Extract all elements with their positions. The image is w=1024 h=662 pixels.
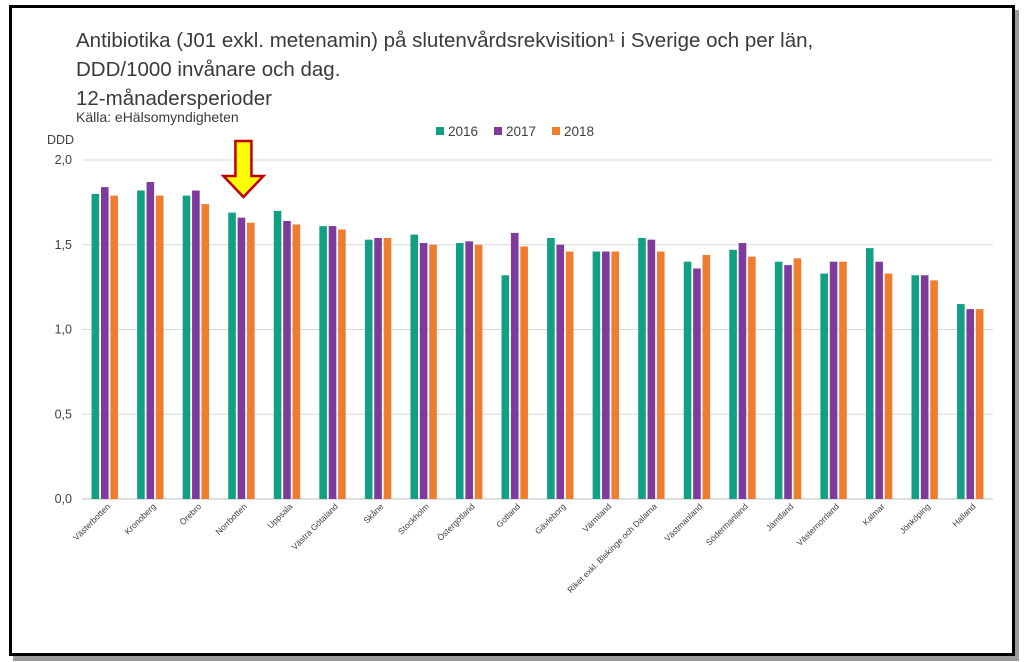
bar-2018 — [656, 251, 665, 499]
bar-2017 — [510, 232, 519, 499]
x-tick-label: Värmland — [580, 501, 613, 534]
legend-label: 2016 — [448, 124, 478, 139]
bar-2018 — [702, 254, 711, 499]
bar-2018 — [975, 309, 984, 499]
bar-2016 — [638, 237, 646, 499]
bar-2017 — [920, 275, 929, 499]
bar-2016 — [364, 239, 373, 500]
bar-2016 — [319, 226, 327, 500]
bar-2017 — [100, 187, 109, 499]
legend-label: 2017 — [506, 124, 536, 139]
x-tick-label: Norrbotten — [213, 501, 249, 537]
bar-2016 — [501, 275, 510, 499]
bar-2018 — [110, 195, 118, 499]
down-arrow-icon — [220, 139, 267, 199]
source-note: Källa: eHälsomyndigheten — [76, 109, 239, 125]
bar-2017 — [602, 251, 610, 499]
bar-2016 — [683, 261, 692, 499]
bar-2017 — [237, 217, 246, 499]
bar-2016 — [774, 261, 783, 499]
bar-2018 — [520, 246, 528, 499]
bar-2017 — [784, 265, 792, 499]
bar-2016 — [729, 249, 737, 499]
bar-2017 — [192, 190, 200, 499]
bar-2016 — [455, 243, 464, 499]
x-tick-label: Kalmar — [860, 501, 886, 527]
x-tick-label: Gävleborg — [533, 501, 568, 536]
bar-2017 — [283, 221, 291, 499]
bar-2016 — [410, 234, 419, 499]
bar-2017 — [328, 226, 337, 500]
bar-2018 — [338, 229, 346, 499]
bar-2016 — [592, 251, 601, 499]
y-tick-label: 0,0 — [55, 492, 72, 506]
bar-2018 — [884, 273, 893, 499]
x-tick-label: Gotland — [494, 501, 522, 529]
bar-2018 — [793, 258, 802, 499]
legend-label: 2018 — [564, 124, 594, 139]
y-tick-label: 2,0 — [55, 153, 72, 167]
legend-swatch-2017 — [494, 127, 502, 135]
bar-2017 — [647, 239, 656, 500]
bar-2017 — [966, 309, 975, 499]
x-tick-label: Östergötland — [435, 501, 477, 543]
bar-2016 — [182, 195, 191, 499]
x-tick-label: Västerbotten — [71, 501, 112, 542]
bar-2016 — [273, 210, 282, 499]
bar-2016 — [957, 304, 965, 499]
bar-2018 — [201, 204, 210, 499]
bar-2017 — [829, 261, 838, 499]
x-tick-label: Uppsala — [265, 501, 294, 530]
bar-2018 — [155, 195, 164, 499]
x-tick-label: Örebro — [178, 501, 204, 527]
legend-swatch-2018 — [552, 127, 560, 135]
title-line-1: Antibiotika (J01 exkl. metenamin) på slu… — [76, 29, 814, 52]
bar-2018 — [383, 237, 392, 499]
x-tick-label: Södermanland — [704, 501, 750, 547]
bar-2018 — [429, 244, 437, 499]
bar-2016 — [820, 273, 828, 499]
x-tick-label: Kronoberg — [123, 501, 158, 536]
bar-2017 — [556, 244, 565, 499]
x-tick-label: Stockholm — [396, 501, 431, 536]
x-tick-label: Västernorrland — [794, 501, 841, 548]
y-axis-label: DDD — [47, 133, 74, 147]
bar-2017 — [374, 237, 382, 499]
bar-2018 — [611, 251, 620, 499]
bar-2017 — [146, 182, 155, 499]
y-tick-label: 0,5 — [55, 407, 72, 421]
bar-2016 — [547, 237, 555, 499]
bar-2017 — [465, 241, 473, 500]
bar-2016 — [91, 193, 100, 499]
bar-2018 — [474, 244, 483, 499]
bar-2017 — [693, 268, 701, 499]
bar-2017 — [875, 261, 883, 499]
x-tick-label: Halland — [950, 501, 978, 529]
bar-2018 — [748, 256, 756, 499]
bar-2016 — [137, 190, 145, 499]
bar-2018 — [292, 224, 301, 499]
y-tick-label: 1,0 — [55, 323, 72, 337]
legend-swatch-2016 — [436, 127, 444, 135]
y-tick-label: 1,5 — [55, 238, 72, 252]
chart-title: Antibiotika (J01 exkl. metenamin) på slu… — [76, 26, 813, 113]
x-tick-label: Skåne — [361, 501, 385, 525]
bar-2016 — [228, 212, 236, 500]
bar-2017 — [419, 243, 428, 499]
title-line-2: DDD/1000 invånare och dag. — [76, 58, 341, 81]
title-line-3: 12-månadersperioder — [76, 87, 273, 110]
x-tick-label: Jämtland — [764, 501, 796, 533]
x-tick-label: Riket exkl. Blekinge och Dalarna — [565, 501, 659, 595]
bar-2018 — [839, 261, 847, 499]
bar-2016 — [911, 275, 920, 499]
bar-2018 — [930, 280, 938, 499]
bar-2018 — [247, 222, 255, 499]
bar-2016 — [865, 248, 874, 499]
x-tick-label: Jönköping — [898, 501, 933, 536]
x-tick-label: Västmanland — [662, 501, 704, 543]
x-tick-label: Västra Götaland — [289, 501, 340, 552]
bar-2017 — [738, 243, 747, 499]
bar-2018 — [565, 251, 574, 499]
